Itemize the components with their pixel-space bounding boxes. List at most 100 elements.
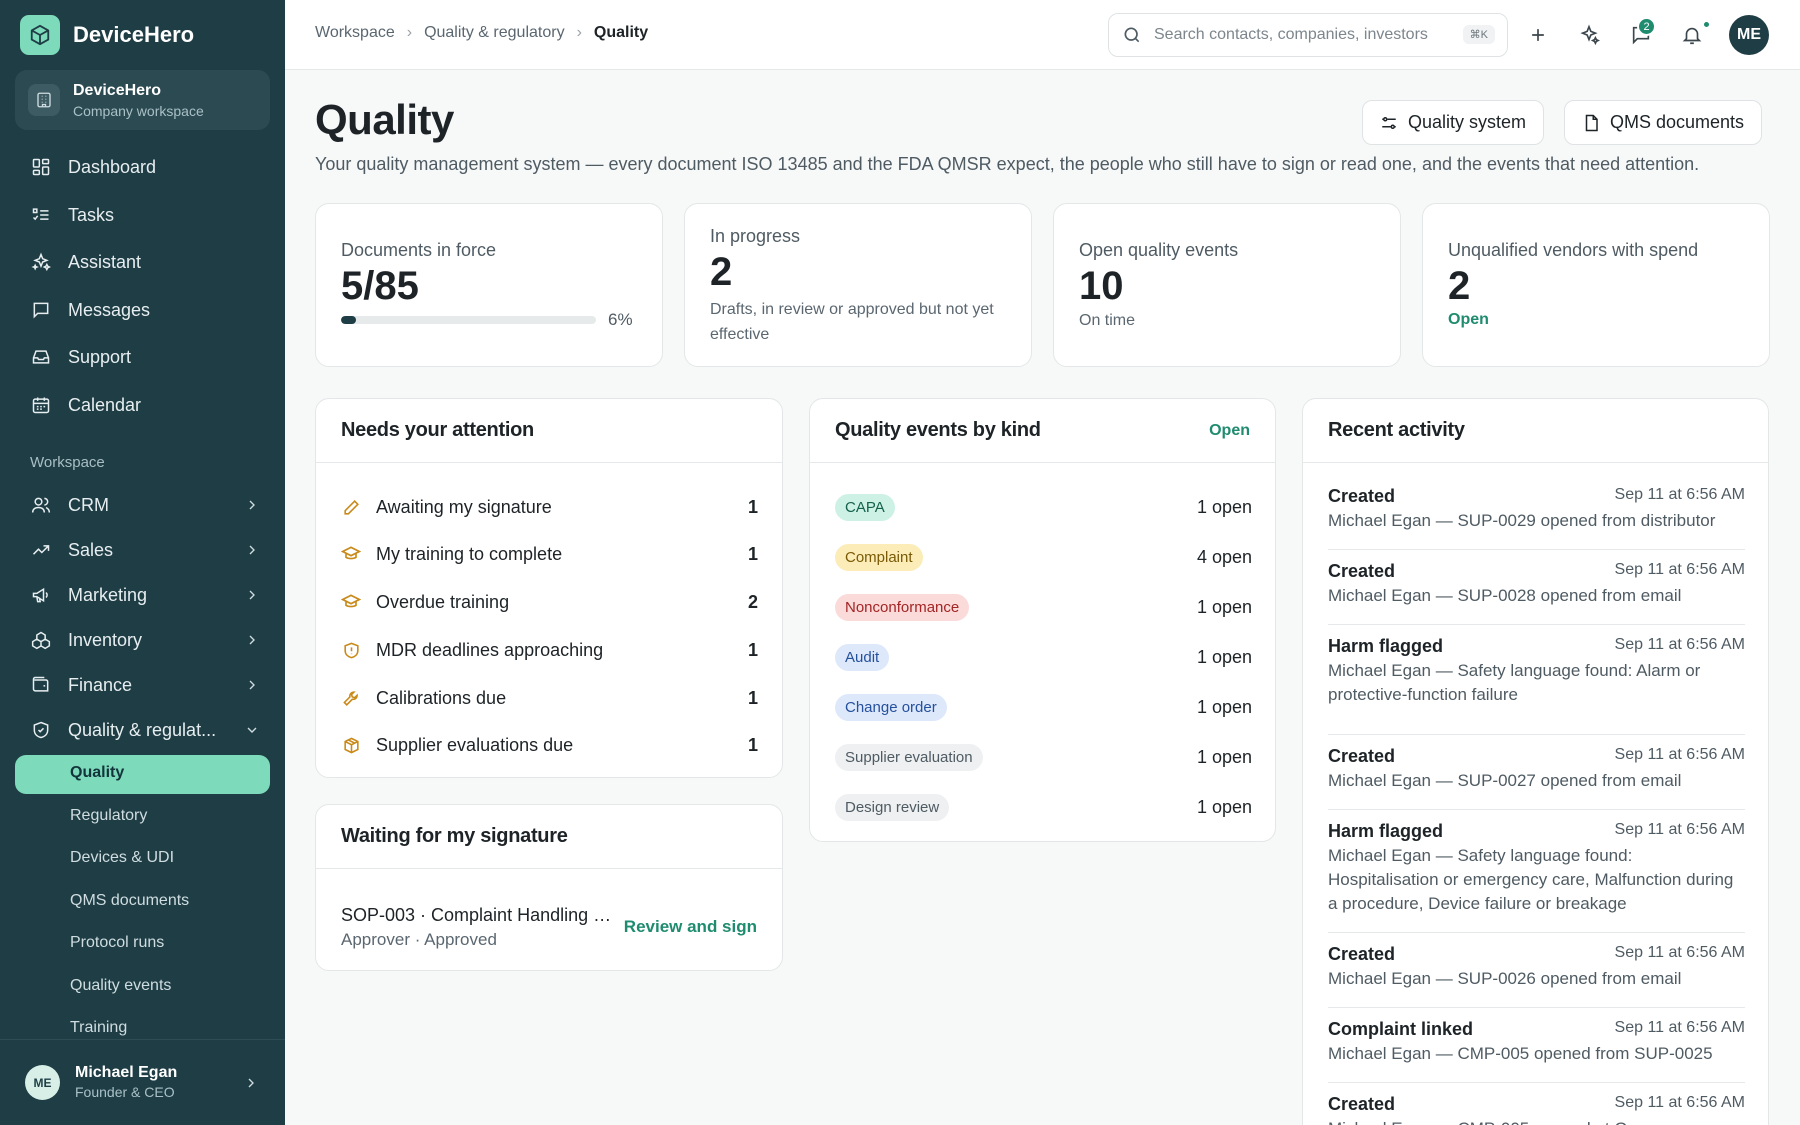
avatar[interactable]: ME [1729,15,1769,55]
sub-nav-regulatory[interactable]: Regulatory [70,807,148,824]
event-open-count: 1 open [1196,797,1252,817]
sub-nav-quality[interactable]: Quality [70,764,125,781]
attention-supplier-evaluations[interactable]: Supplier evaluations due 1 [341,730,758,760]
event-open-count: 4 open [1196,547,1252,567]
activity-timestamp: Sep 11 at 6:56 AM [1614,1094,1745,1111]
event-kind-badge: Complaint [835,544,923,571]
divider [1328,624,1745,625]
activity-item[interactable]: Created Sep 11 at 6:56 AM Michael Egan — S… [1328,486,1745,533]
event-kind-row[interactable]: CAPA 1 open [835,492,1252,522]
activity-item[interactable]: Created Sep 11 at 6:56 AM Michael Egan — S… [1328,746,1745,793]
activity-item[interactable]: Created Sep 11 at 6:56 AM Michael Egan — S… [1328,944,1745,991]
event-kind-row[interactable]: Change order 1 open [835,692,1252,722]
attention-count: 1 [747,639,758,660]
qms-documents-label: QMS documents [1610,112,1745,132]
notification-dot [1702,20,1711,29]
activity-item[interactable]: Created Sep 11 at 6:56 AM Michael Egan — C… [1328,1094,1745,1125]
event-kind-row[interactable]: Audit 1 open [835,642,1252,672]
brand[interactable]: DeviceHero [20,15,194,55]
event-kind-row[interactable]: Complaint 4 open [835,542,1252,572]
nav-quality-regulatory[interactable]: Quality & regulat... [30,715,260,745]
activity-item[interactable]: Created Sep 11 at 6:56 AM Michael Egan — S… [1328,561,1745,608]
nav-crm[interactable]: CRM [30,490,260,520]
add-button[interactable] [1524,21,1552,49]
attention-awaiting-signature[interactable]: Awaiting my signature 1 [341,492,758,522]
event-kind-row[interactable]: Supplier evaluation 1 open [835,742,1252,772]
stat-unqualified-vendors[interactable]: Unqualified vendors with spend 2 Open [1422,203,1770,367]
dashboard-icon [30,156,52,178]
nav-support[interactable]: Support [30,342,260,372]
search-box[interactable]: ⌘K [1108,13,1508,57]
sub-nav-qms-documents[interactable]: QMS documents [70,892,190,909]
breadcrumb-quality-regulatory[interactable]: Quality & regulatory [424,24,565,41]
sliders-icon [1380,114,1398,132]
activity-item[interactable]: Harm flagged Sep 11 at 6:56 AM Michael Ega… [1328,636,1745,707]
brand-logo-icon [20,15,60,55]
stat-open-quality-events[interactable]: Open quality events 10 On time [1053,203,1401,367]
attention-my-training[interactable]: My training to complete 1 [341,539,758,569]
breadcrumb-quality: Quality [593,24,649,41]
activity-description: Michael Egan — SUP-0029 opened from dist… [1328,511,1716,530]
stat-documents-in-force[interactable]: Documents in force 5/85 6% [315,203,663,367]
nav-dashboard[interactable]: Dashboard [30,152,260,182]
stat-value: 10 [1079,264,1124,308]
sidebar: DeviceHero DeviceHero Company workspace … [0,0,285,1125]
nav-label: CRM [68,494,109,515]
breadcrumb-workspace[interactable]: Workspace [315,24,395,41]
activity-description: Michael Egan — SUP-0028 opened from emai… [1328,586,1682,605]
quality-system-label: Quality system [1408,112,1527,132]
graduation-cap-icon [341,592,361,612]
user-menu[interactable]: ME Michael Egan Founder & CEO [0,1039,285,1125]
nav-sales[interactable]: Sales [30,535,260,565]
brand-name: DeviceHero [73,22,195,47]
vendors-open-link[interactable]: Open [1448,311,1489,328]
search-input[interactable] [1154,26,1444,44]
avatar: ME [25,1065,60,1100]
activity-item[interactable]: Complaint linked Sep 11 at 6:56 AM Michael… [1328,1019,1745,1066]
attention-overdue-training[interactable]: Overdue training 2 [341,587,758,617]
package-icon [341,735,361,755]
attention-calibrations-due[interactable]: Calibrations due 1 [341,683,758,713]
trending-icon [30,539,52,561]
search-shortcut: ⌘K [1462,25,1495,44]
divider [1328,809,1745,810]
nav-assistant[interactable]: Assistant [30,247,260,277]
nav-messages[interactable]: Messages [30,295,260,325]
event-kind-row[interactable]: Nonconformance 1 open [835,592,1252,622]
sub-nav-protocol-runs[interactable]: Protocol runs [70,934,165,951]
sub-nav-devices-udi[interactable]: Devices & UDI [70,849,175,866]
attention-label: My training to complete [376,543,563,564]
quality-system-button[interactable]: Quality system [1362,100,1545,145]
sub-nav-active-highlight [15,755,270,794]
panel-title: Waiting for my signature [341,825,568,847]
nav-label: Inventory [68,629,143,650]
event-kind-row[interactable]: Design review 1 open [835,792,1252,822]
activity-item[interactable]: Harm flagged Sep 11 at 6:56 AM Michael Ega… [1328,821,1745,916]
message-icon [30,299,52,321]
chevron-right-icon: › [576,24,582,41]
stat-in-progress[interactable]: In progress 2 Drafts, in review or appro… [684,203,1032,367]
nav-tasks[interactable]: Tasks [30,200,260,230]
signature-document-title[interactable]: SOP-003 · Complaint Handling Procedure [341,905,616,925]
activity-title: Harm flagged [1328,821,1444,841]
chevron-right-icon [248,1078,254,1088]
nav-calendar[interactable]: Calendar [30,390,260,420]
sub-nav-quality-events[interactable]: Quality events [70,977,172,994]
panel-title: Needs your attention [341,419,534,441]
qms-documents-button[interactable]: QMS documents [1564,100,1763,145]
nav-finance[interactable]: Finance [30,670,260,700]
documents-progress-bar [341,316,596,324]
activity-description: Michael Egan — Safety language found: Al… [1328,661,1701,704]
assistant-button[interactable] [1575,21,1603,49]
notifications-button[interactable] [1678,21,1706,49]
attention-mdr-deadlines[interactable]: MDR deadlines approaching 1 [341,635,758,665]
events-open-link[interactable]: Open [1209,422,1250,439]
recent-activity-panel: Recent activity Created Sep 11 at 6:56 AM… [1302,398,1769,1125]
workspace-switcher[interactable]: DeviceHero Company workspace [15,70,270,130]
review-and-sign-link[interactable]: Review and sign [623,917,757,936]
sparkles-icon [30,251,52,273]
nav-inventory[interactable]: Inventory [30,625,260,655]
activity-description: Michael Egan — CMP-005 opened from SUP-0… [1328,1044,1713,1063]
nav-marketing[interactable]: Marketing [30,580,260,610]
sub-nav-training[interactable]: Training [70,1019,128,1036]
